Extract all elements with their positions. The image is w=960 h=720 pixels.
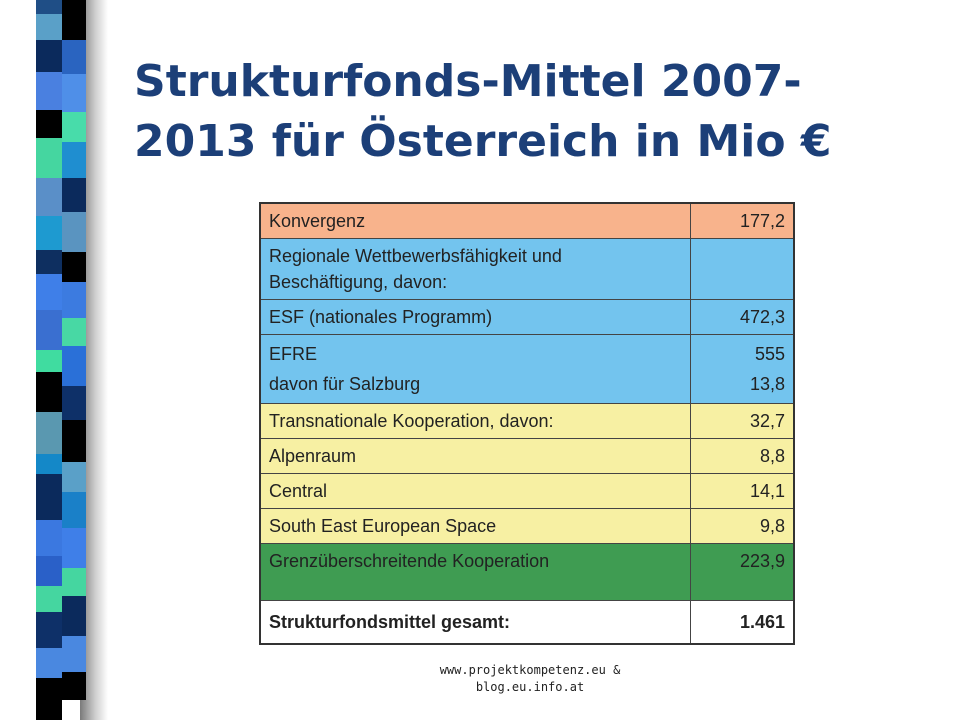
row-label-line-1: Regionale Wettbewerbsfähigkeit und	[269, 246, 562, 266]
decorative-stripe-left	[36, 0, 62, 720]
decorative-stripe-right	[62, 0, 86, 720]
row-value: 14,1	[690, 473, 795, 509]
row-label-line-2: davon für Salzburg	[269, 374, 421, 394]
footer-line-1: www.projektkompetenz.eu &	[439, 663, 621, 677]
row-value: 8,8	[690, 438, 795, 474]
table-row-total: Strukturfondsmittel gesamt: 1.461	[259, 600, 795, 645]
row-value-line-1: 555	[754, 344, 785, 364]
row-value-line-2: 13,8	[749, 374, 785, 394]
row-label: Grenzüberschreitende Kooperation	[259, 543, 691, 601]
table-row: South East European Space 9,8	[259, 508, 795, 544]
table-row: Regionale Wettbewerbsfähigkeit und Besch…	[259, 238, 795, 300]
funds-table: Konvergenz 177,2 Regionale Wettbewerbsfä…	[259, 202, 795, 645]
row-label: Alpenraum	[259, 438, 691, 474]
footer-line-2: blog.eu.info.at	[475, 680, 585, 694]
table-row: Grenzüberschreitende Kooperation 223,9	[259, 543, 795, 601]
row-value: 9,8	[690, 508, 795, 544]
table-row: ESF (nationales Programm) 472,3	[259, 299, 795, 335]
row-value: 472,3	[690, 299, 795, 335]
row-value	[690, 238, 795, 300]
row-label: Transnationale Kooperation, davon:	[259, 403, 691, 439]
total-label: Strukturfondsmittel gesamt:	[259, 600, 691, 645]
total-value: 1.461	[690, 600, 795, 645]
row-label: Regionale Wettbewerbsfähigkeit und Besch…	[259, 238, 691, 300]
title-line-1: Strukturfonds-Mittel 2007-	[134, 56, 802, 107]
row-label: South East European Space	[259, 508, 691, 544]
title-line-2: 2013 für Österreich in Mio €	[134, 116, 832, 167]
row-label: EFRE davon für Salzburg	[259, 334, 691, 404]
table-row: Alpenraum 8,8	[259, 438, 795, 474]
table-row: EFRE davon für Salzburg 555 13,8	[259, 334, 795, 404]
row-label-line-2: Beschäftigung, davon:	[269, 272, 448, 292]
row-value: 555 13,8	[690, 334, 795, 404]
table-row: Konvergenz 177,2	[259, 202, 795, 239]
table-row: Central 14,1	[259, 473, 795, 509]
row-label: ESF (nationales Programm)	[259, 299, 691, 335]
row-label-line-1: EFRE	[269, 344, 318, 364]
row-value: 177,2	[690, 202, 795, 239]
footer-source: www.projektkompetenz.eu & blog.eu.info.a…	[400, 662, 660, 696]
table-row: Transnationale Kooperation, davon: 32,7	[259, 403, 795, 439]
row-label: Konvergenz	[259, 202, 691, 239]
row-label: Central	[259, 473, 691, 509]
row-value: 32,7	[690, 403, 795, 439]
row-value: 223,9	[690, 543, 795, 601]
slide-title: Strukturfonds-Mittel 2007- 2013 für Öste…	[134, 52, 934, 172]
